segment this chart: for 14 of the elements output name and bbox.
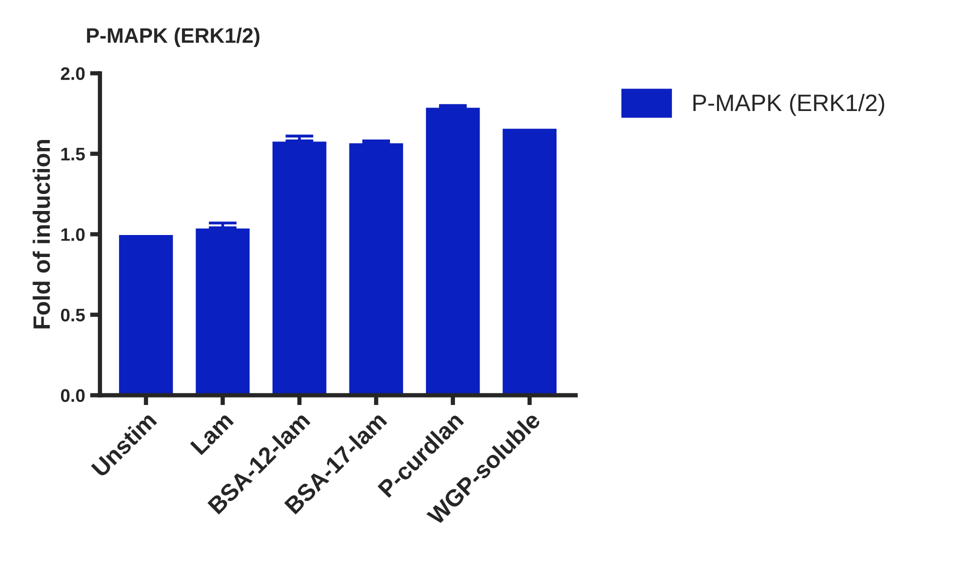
y-tick-label: 1.0 [61,228,85,241]
bar [348,142,404,396]
bar [194,227,252,396]
bar [271,140,328,396]
bar [501,127,558,396]
y-tick-label: 1.5 [61,148,85,160]
legend-label: P-MAPK (ERK1/2) [693,94,884,116]
y-tick-label: 0.0 [60,389,85,402]
bar [118,234,174,396]
y-axis-title: Fold of induction [32,140,50,328]
chart-title: P-MAPK (ERK1/2) [87,28,260,48]
y-tick-label: 0.5 [60,308,85,322]
bar [424,106,482,396]
y-tick-label: 2.0 [60,67,85,80]
